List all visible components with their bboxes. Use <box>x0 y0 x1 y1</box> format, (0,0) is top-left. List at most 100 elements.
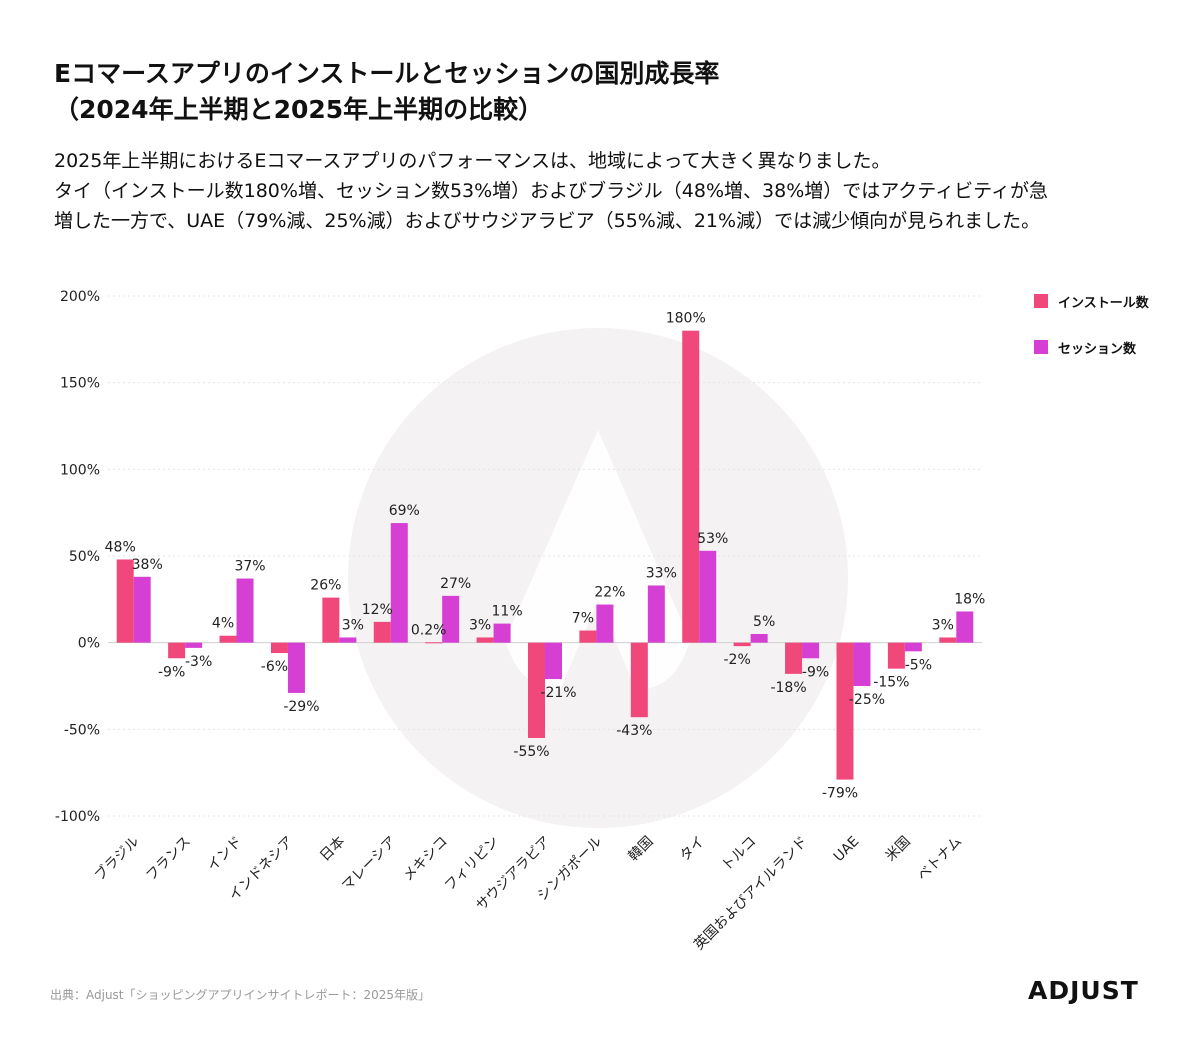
y-tick-label: 0% <box>78 636 100 652</box>
data-label-session: 53% <box>697 531 728 547</box>
y-tick-label: -100% <box>55 809 100 825</box>
bar-install <box>270 642 288 654</box>
bar-session <box>442 595 460 643</box>
bar-session <box>390 523 408 643</box>
desc-line-2: タイ（インストール数180%増、セッション数53%増）およびブラジル（48%増、… <box>54 180 1049 202</box>
bar-install <box>373 621 391 643</box>
chart-description: 2025年上半期におけるEコマースアプリのパフォーマンスは、地域によって大きく異… <box>54 146 1164 236</box>
bar-install <box>887 642 905 669</box>
bar-session <box>853 642 871 686</box>
legend-label-install: インストール数 <box>1058 295 1149 311</box>
desc-line-3: 増した一方で、UAE（79%減、25%減）およびサウジアラビア（55%減、21%… <box>54 210 1041 232</box>
legend-label-session: セッション数 <box>1058 341 1137 357</box>
data-label-install: -6% <box>261 659 288 675</box>
bar-session <box>647 585 665 643</box>
x-tick-label: トルコ <box>719 834 760 875</box>
x-tick-label: メキシコ <box>400 834 451 885</box>
data-label-install: 3% <box>932 617 954 633</box>
bar-session <box>750 634 768 643</box>
bar-install <box>322 597 340 643</box>
bar-session <box>493 623 511 643</box>
bar-session <box>236 578 254 643</box>
bar-install <box>682 330 700 643</box>
legend-swatch-session <box>1034 340 1048 354</box>
data-label-install: 0.2% <box>411 622 447 638</box>
data-label-install: -15% <box>873 675 909 691</box>
bar-session <box>287 642 305 693</box>
data-label-install: 26% <box>310 578 341 594</box>
desc-line-1: 2025年上半期におけるEコマースアプリのパフォーマンスは、地域によって大きく異… <box>54 150 891 172</box>
bar-install <box>630 642 648 718</box>
bar-install <box>476 637 494 643</box>
bar-install <box>219 635 237 643</box>
bar-session <box>185 642 203 648</box>
x-tick-label: 韓国 <box>626 834 657 865</box>
adjust-logo: ADJUST <box>1028 976 1139 1004</box>
data-label-session: -29% <box>283 699 319 715</box>
data-label-session: -5% <box>905 657 932 673</box>
legend-swatch-install <box>1034 294 1048 308</box>
bar-session <box>802 642 820 659</box>
title-line-2: （2024年上半期と2025年上半期の比較） <box>54 95 544 124</box>
data-label-install: 3% <box>469 617 491 633</box>
bar-session <box>133 576 151 643</box>
bar-session <box>699 550 717 643</box>
bar-install <box>528 642 545 738</box>
data-label-session: 27% <box>440 576 471 592</box>
y-tick-label: 50% <box>69 549 100 565</box>
bar-install <box>939 637 957 643</box>
adjust-logo-text: ADJUST <box>1028 976 1139 1004</box>
data-label-session: -9% <box>802 664 829 680</box>
data-label-session: 37% <box>234 559 265 575</box>
bar-install <box>425 642 443 644</box>
watermark-logo <box>348 328 848 828</box>
chart-title: Eコマースアプリのインストールとセッションの国別成長率 （2024年上半期と20… <box>54 56 1154 128</box>
x-tick-label: UAE <box>831 834 863 866</box>
data-label-install: 4% <box>212 616 234 632</box>
title-line-1: Eコマースアプリのインストールとセッションの国別成長率 <box>54 59 720 88</box>
bar-install <box>116 559 134 643</box>
bar-install <box>168 642 186 659</box>
data-label-session: -3% <box>185 654 212 670</box>
data-label-install: 12% <box>362 602 393 618</box>
data-label-install: 48% <box>105 539 136 555</box>
y-tick-label: 150% <box>60 376 100 392</box>
data-label-session: 22% <box>594 585 625 601</box>
legend-item-install: インストール数 <box>1034 290 1149 312</box>
x-tick-label: 日本 <box>317 834 348 865</box>
x-tick-label: タイ <box>677 834 708 865</box>
data-label-session: -21% <box>540 685 576 701</box>
y-tick-label: -50% <box>64 722 100 738</box>
bar-session <box>596 604 614 643</box>
data-label-install: -55% <box>513 744 549 760</box>
data-label-install: -18% <box>770 680 806 696</box>
data-label-install: -43% <box>616 723 652 739</box>
data-label-install: -9% <box>158 664 185 680</box>
data-label-session: 33% <box>646 565 677 581</box>
data-label-session: 69% <box>389 503 420 519</box>
x-tick-label: インド <box>204 834 245 875</box>
data-label-install: -2% <box>724 652 751 668</box>
source-note: 出典：Adjust「ショッピングアプリインサイトレポート：2025年版」 <box>50 988 431 1002</box>
data-label-session: 5% <box>753 614 775 630</box>
bar-session <box>339 637 357 643</box>
data-label-session: 3% <box>342 617 364 633</box>
y-tick-label: 200% <box>60 289 100 305</box>
x-tick-label: 米国 <box>883 834 914 865</box>
x-tick-label: マレーシア <box>339 834 400 895</box>
x-tick-label: フランス <box>143 834 194 885</box>
data-label-session: -25% <box>849 692 885 708</box>
bar-install <box>733 642 751 647</box>
bar-install <box>836 642 854 780</box>
data-label-install: 7% <box>572 611 594 627</box>
bar-session <box>904 642 922 652</box>
x-tick-label: ブラジル <box>91 833 142 884</box>
data-label-session: 38% <box>132 557 163 573</box>
data-label-install: 180% <box>666 311 706 327</box>
watermark-a-shape <box>505 430 690 690</box>
bar-install <box>785 642 803 674</box>
data-label-install: -79% <box>822 786 858 802</box>
bar-session <box>956 611 974 643</box>
legend-item-session: セッション数 <box>1034 336 1149 358</box>
